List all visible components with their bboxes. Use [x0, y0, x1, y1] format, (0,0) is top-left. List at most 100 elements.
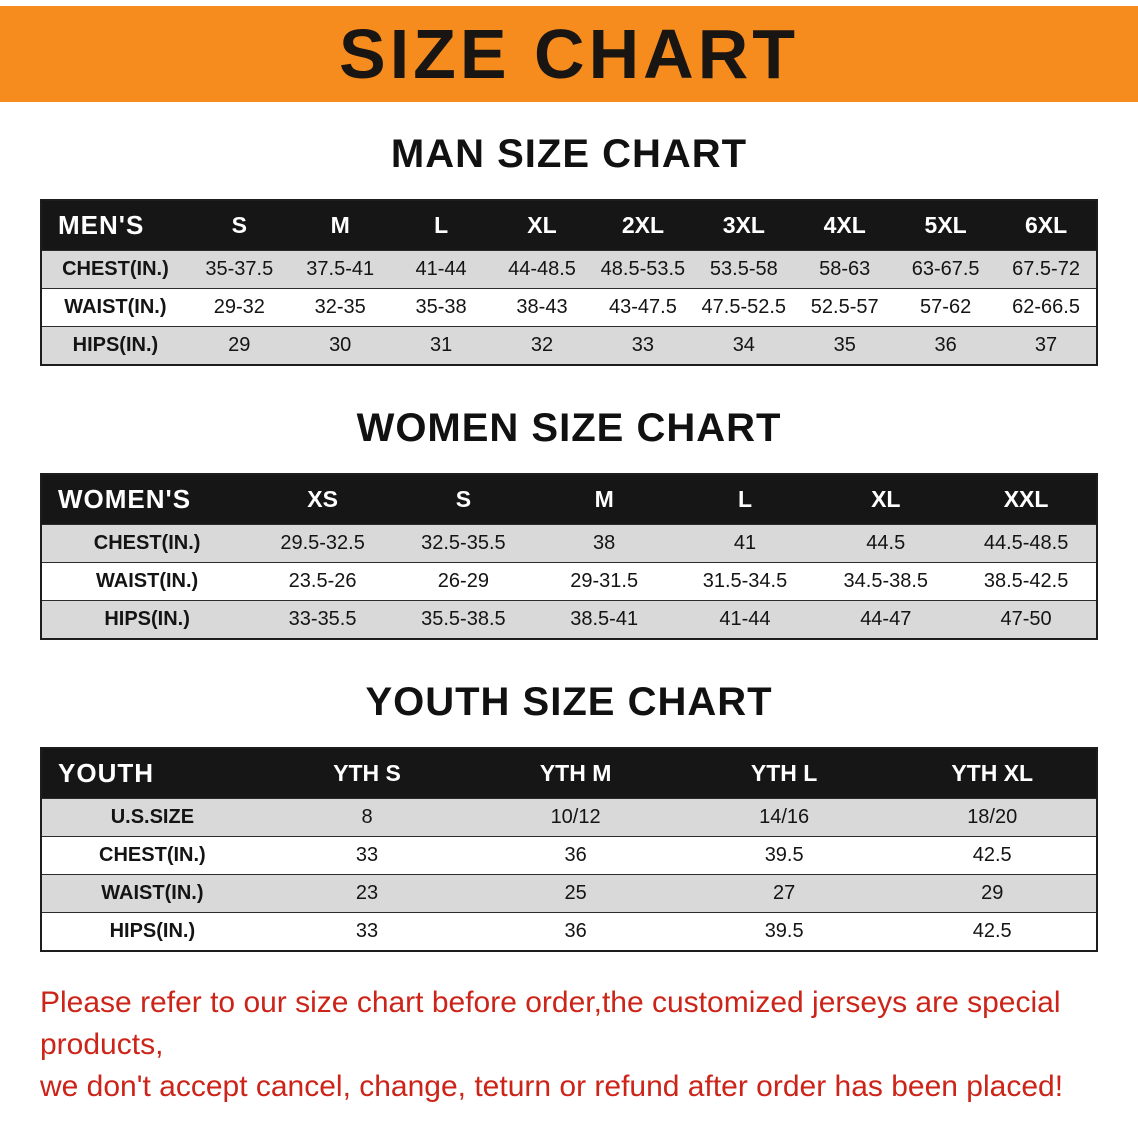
size-value: 44-48.5	[508, 258, 576, 280]
men-table-title: MEN'S	[41, 200, 189, 251]
size-value: 35-38	[415, 296, 467, 318]
men-table-row: CHEST(IN.) 35-37.5 37.5-41 41-44 44-48.5 48.5…	[41, 250, 1097, 289]
size-value: 32-35	[314, 296, 366, 318]
size-column-header: YTH L	[679, 748, 889, 799]
size-value: 30	[329, 334, 352, 356]
men-size-table: MEN'S S M L XL 2XL 3XL 4XL 5XL 6XL CHEST(IN.) 35-37…	[40, 199, 1098, 366]
size-column-header: XL	[815, 474, 957, 525]
size-value: 29	[981, 882, 1004, 904]
size-value: 29-31.5	[570, 570, 639, 592]
size-value: 31.5-34.5	[702, 570, 788, 592]
size-column-header: L	[674, 474, 816, 525]
men-table-header-row: MEN'S S M L XL 2XL 3XL 4XL 5XL 6XL	[41, 200, 1097, 251]
size-value: 38	[593, 532, 616, 554]
men-table-container: MEN'S S M L XL 2XL 3XL 4XL 5XL 6XL CHEST(IN.) 35-37…	[40, 199, 1098, 366]
row-label: CHEST(IN.)	[99, 844, 206, 866]
size-value: 44-47	[860, 608, 912, 630]
women-table-row: CHEST(IN.) 29.5-32.5 32.5-35.5 38 41 44.5 44.5…	[41, 524, 1097, 563]
row-label: U.S.SIZE	[110, 806, 195, 828]
row-label: HIPS(IN.)	[109, 920, 196, 942]
size-value: 31	[429, 334, 453, 356]
row-label: CHEST(IN.)	[93, 532, 201, 554]
disclaimer-line-1: Please refer to our size chart before or…	[40, 986, 1061, 1061]
size-value: 48.5-53.5	[600, 258, 686, 280]
men-section-heading: MAN SIZE CHART	[390, 132, 748, 176]
size-column-header: 4XL	[794, 200, 896, 251]
women-table-header-row: WOMEN'S XS S M L XL XXL	[41, 474, 1097, 525]
size-value: 47.5-52.5	[701, 296, 787, 318]
row-label: HIPS(IN.)	[72, 334, 159, 356]
size-value: 34	[732, 334, 755, 356]
size-value: 27	[773, 882, 796, 904]
women-table-row: WAIST(IN.) 23.5-26 26-29 29-31.5 31.5-34.5 34…	[41, 562, 1097, 601]
size-column-header: 2XL	[592, 200, 694, 251]
size-value: 10/12	[550, 806, 601, 828]
youth-table-row: WAIST(IN.) 23 25 27 29	[41, 874, 1097, 913]
size-value: 36	[564, 844, 587, 866]
youth-table-row: HIPS(IN.) 33 36 39.5 42.5	[41, 912, 1097, 952]
men-size-section: MAN SIZE CHART MEN'S S M L XL 2XL 3XL 4XL 5XL 6XL…	[0, 132, 1138, 366]
size-column-header: 6XL	[996, 200, 1097, 251]
size-column-header: M	[533, 474, 675, 525]
row-label: WAIST(IN.)	[95, 570, 199, 592]
size-value: 63-67.5	[911, 258, 980, 280]
women-table-title: WOMEN'S	[41, 474, 253, 525]
size-column-header: L	[390, 200, 492, 251]
size-value: 25	[564, 882, 587, 904]
size-value: 33	[631, 334, 655, 356]
size-value: 58-63	[819, 258, 871, 280]
size-value: 18/20	[967, 806, 1018, 828]
men-table-row: WAIST(IN.) 29-32 32-35 35-38 38-43 43-47.5 47.…	[41, 288, 1097, 327]
youth-table-title: YOUTH	[41, 748, 263, 799]
size-value: 42.5	[972, 844, 1012, 866]
size-value: 23.5-26	[288, 570, 357, 592]
size-value: 32.5-35.5	[421, 532, 506, 554]
women-table-container: WOMEN'S XS S M L XL XXL CHEST(IN.) 29.5-32.5 32.5…	[40, 473, 1098, 640]
size-value: 35	[833, 334, 856, 356]
size-column-header: YTH S	[262, 748, 472, 799]
size-value: 29-32	[213, 296, 265, 318]
youth-table-header-row: YOUTH YTH S YTH M YTH L YTH XL	[41, 748, 1097, 799]
size-value: 26-29	[437, 570, 489, 592]
page-title: SIZE CHART	[339, 15, 799, 93]
size-value: 37	[1034, 334, 1058, 356]
youth-section-heading: YOUTH SIZE CHART	[365, 680, 773, 724]
size-value: 37.5-41	[306, 258, 375, 280]
row-label: CHEST(IN.)	[62, 258, 169, 280]
size-value: 35-37.5	[205, 258, 274, 280]
size-value: 57-62	[920, 296, 972, 318]
size-value: 42.5	[972, 920, 1012, 942]
youth-table-row: U.S.SIZE 8 10/12 14/16 18/20	[41, 798, 1097, 837]
size-value: 39.5	[764, 920, 804, 942]
size-column-header: YTH M	[471, 748, 680, 799]
row-label: HIPS(IN.)	[104, 608, 190, 630]
size-value: 34.5-38.5	[843, 570, 929, 592]
youth-size-table: YOUTH YTH S YTH M YTH L YTH XL U.S.SIZE 8 10/12…	[40, 747, 1098, 952]
size-value: 62-66.5	[1012, 296, 1080, 318]
size-value: 41-44	[415, 258, 467, 280]
size-value: 43-47.5	[608, 296, 677, 318]
size-value: 41-44	[719, 608, 771, 630]
youth-size-section: YOUTH SIZE CHART YOUTH YTH S YTH M YTH L YTH…	[0, 680, 1138, 952]
size-value: 53.5-58	[709, 258, 778, 280]
women-size-section: WOMEN SIZE CHART WOMEN'S XS S M L XL XXL CHEST(…	[0, 406, 1138, 640]
size-value: 8	[361, 806, 373, 828]
disclaimer-text: Please refer to our size chart before or…	[40, 982, 1098, 1108]
banner: SIZE CHART	[0, 6, 1138, 102]
size-value: 47-50	[1000, 608, 1052, 630]
size-value: 44.5-48.5	[983, 532, 1069, 554]
size-value: 35.5-38.5	[421, 608, 506, 630]
size-value: 38.5-41	[570, 608, 639, 630]
size-value: 38-43	[516, 296, 568, 318]
disclaimer-line-2: we don't accept cancel, change, teturn o…	[40, 1070, 1064, 1103]
size-column-header: 3XL	[693, 200, 795, 251]
size-column-header: S	[392, 474, 534, 525]
men-table-row: HIPS(IN.) 29 30 31 32 33 34 35 36 37	[41, 326, 1097, 365]
size-value: 38.5-42.5	[983, 570, 1069, 592]
size-value: 23	[355, 882, 379, 904]
youth-table-row: CHEST(IN.) 33 36 39.5 42.5	[41, 836, 1097, 875]
size-column-header: XXL	[956, 474, 1097, 525]
size-value: 33	[355, 920, 379, 942]
women-size-table: WOMEN'S XS S M L XL XXL CHEST(IN.) 29.5-32.5 32.5…	[40, 473, 1098, 640]
size-value: 36	[564, 920, 587, 942]
